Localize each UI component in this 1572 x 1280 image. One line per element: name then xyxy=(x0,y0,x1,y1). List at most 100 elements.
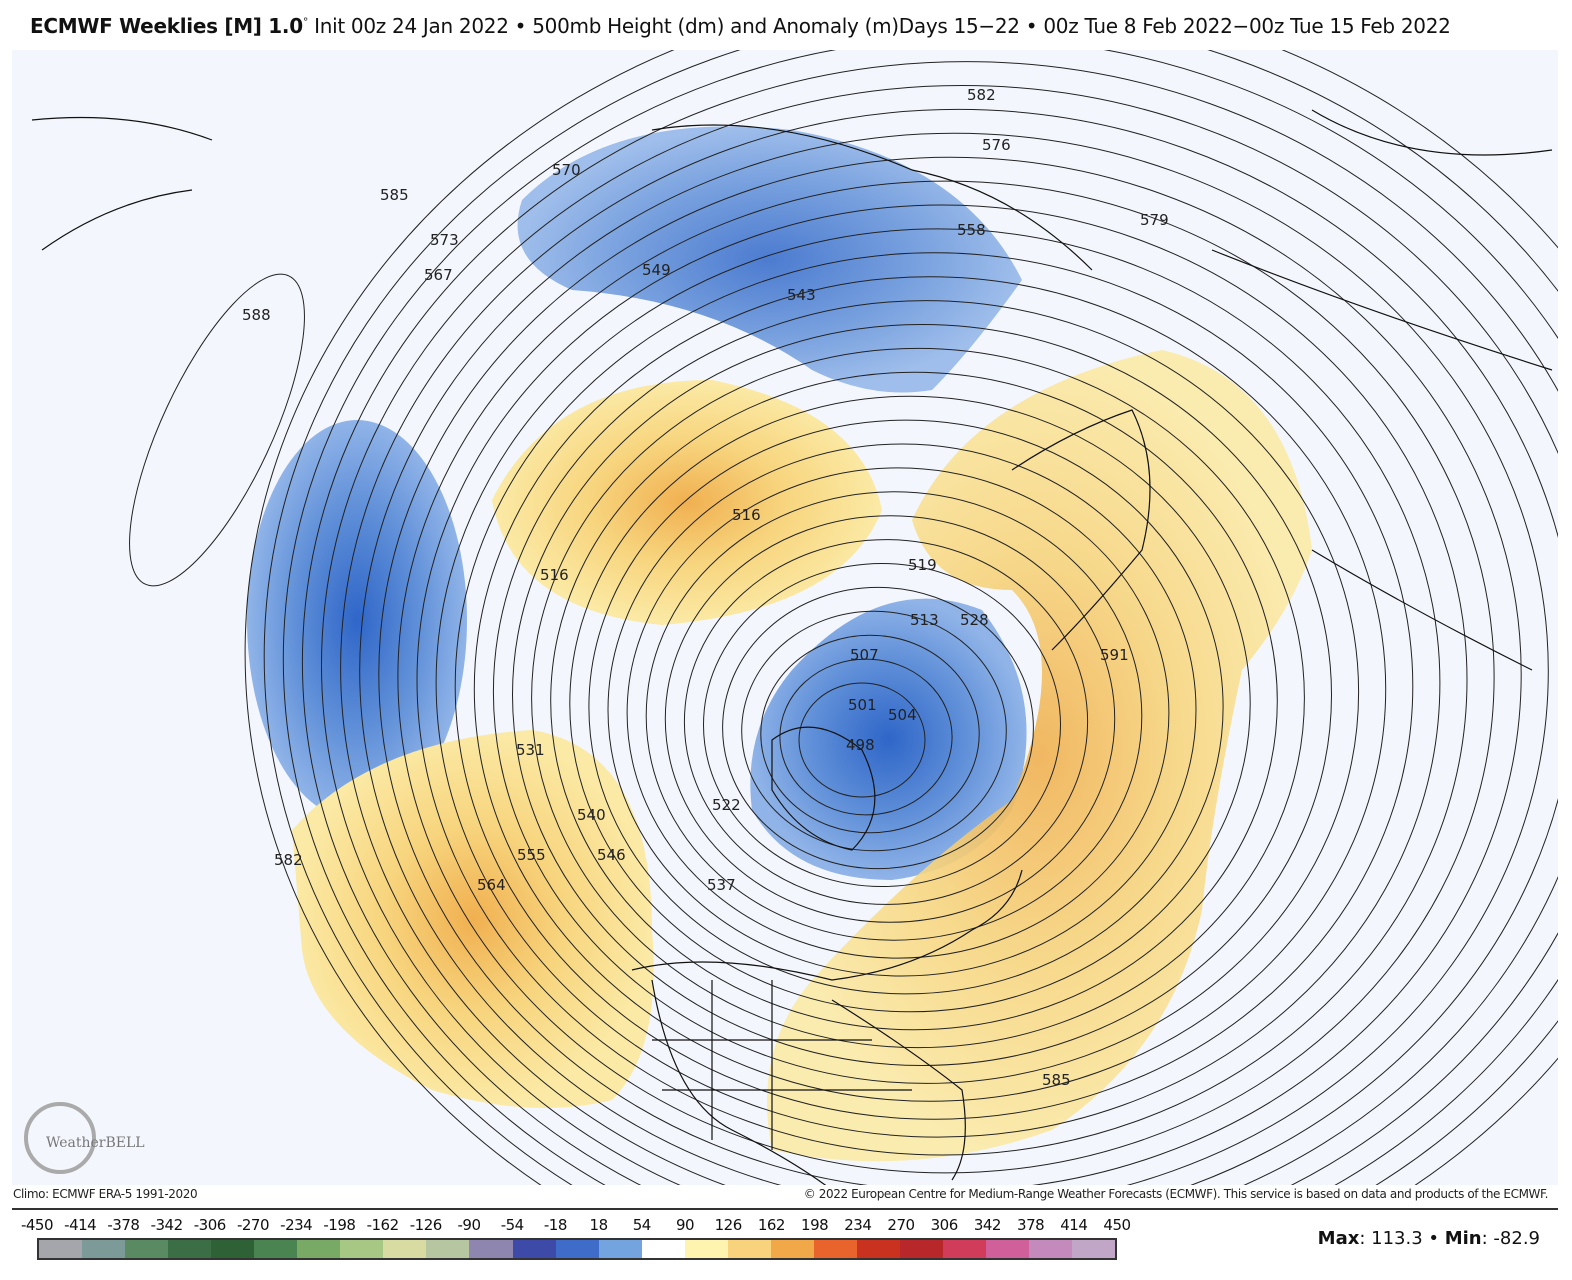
colorbar xyxy=(37,1238,1117,1260)
max-min-readout: Max: 113.3 • Min: -82.9 xyxy=(1317,1228,1540,1249)
colorbar-tick-label: -198 xyxy=(323,1216,356,1234)
chart-title: ECMWF Weeklies [M] 1.0° Init 00z 24 Jan … xyxy=(30,14,1451,38)
colorbar-tick-label: 342 xyxy=(973,1216,1002,1234)
colorbar-swatch xyxy=(641,1240,685,1258)
contour-label: 567 xyxy=(424,266,453,284)
contour-label: 537 xyxy=(707,876,736,894)
colorbar-tick-label: -54 xyxy=(500,1216,525,1234)
colorbar-swatch xyxy=(297,1240,341,1258)
contour-label: 540 xyxy=(577,806,606,824)
height-contour xyxy=(722,586,1034,870)
contour-label: 504 xyxy=(888,706,917,724)
colorbar-tick-label: 126 xyxy=(714,1216,743,1234)
contour-label: 513 xyxy=(910,611,939,629)
height-contours xyxy=(129,50,1558,1185)
colorbar-tick-label: -126 xyxy=(409,1216,443,1234)
colorbar-swatch xyxy=(770,1240,814,1258)
colorbar-swatch xyxy=(1029,1240,1073,1258)
contour-label: 507 xyxy=(850,646,879,664)
contour-label: 543 xyxy=(787,286,816,304)
contour-label: 573 xyxy=(430,231,459,249)
colorbar-tick-label: 234 xyxy=(844,1216,872,1234)
colorbar-tick-label: -18 xyxy=(543,1216,568,1234)
colorbar-swatch xyxy=(125,1240,169,1258)
model-name: ECMWF Weeklies [M] 1.0 xyxy=(30,14,303,38)
height-contour xyxy=(683,539,1089,905)
height-contour xyxy=(645,491,1143,941)
positive-anomaly-arctic xyxy=(492,380,882,625)
height-contour xyxy=(798,682,926,798)
height-contour xyxy=(741,610,1007,852)
contour-label: 516 xyxy=(732,506,761,524)
height-contour xyxy=(492,300,1360,1084)
min-value: -82.9 xyxy=(1493,1228,1540,1249)
contour-label: 591 xyxy=(1100,646,1129,664)
colorbar-tick-label: 306 xyxy=(930,1216,959,1234)
contour-label: 546 xyxy=(597,846,626,864)
max-label: Max xyxy=(1317,1228,1360,1249)
colorbar-swatch xyxy=(942,1240,987,1258)
colorbar-tick-label: -450 xyxy=(20,1216,54,1234)
height-contour xyxy=(473,276,1387,1102)
colorbar-swatch xyxy=(512,1240,556,1258)
height-contour xyxy=(626,467,1170,959)
contour-label: 570 xyxy=(552,161,581,179)
negative-anomaly-pacific xyxy=(247,420,467,820)
colorbar-tick-label: 378 xyxy=(1017,1216,1045,1234)
colorbar-swatch xyxy=(254,1240,298,1258)
colorbar-swatch xyxy=(598,1240,642,1258)
colorbar-swatch xyxy=(469,1240,513,1258)
colorbar-tick-label: 90 xyxy=(675,1216,695,1234)
height-contour xyxy=(244,50,1558,1185)
contour-label: 519 xyxy=(908,556,937,574)
copyright-note: © 2022 European Centre for Medium-Range … xyxy=(803,1187,1549,1201)
map-canvas: 570 549 543 558 582 576 579 585 573 567 … xyxy=(12,50,1558,1185)
colorbar-ticks: -450 -414 -378 -342 -306 -270 -234 -198 -162 -126… xyxy=(21,1216,1131,1236)
colorbar-tick-label: 414 xyxy=(1060,1216,1088,1234)
height-contour xyxy=(550,371,1278,1031)
contour-label: 531 xyxy=(516,741,545,759)
colorbar-tick-label: -342 xyxy=(150,1216,184,1234)
colorbar-swatch xyxy=(986,1240,1030,1258)
colorbar-tick-label: -90 xyxy=(457,1216,482,1234)
contour-labels: 570 549 543 558 582 576 579 585 573 567 … xyxy=(242,86,1169,1089)
height-contour xyxy=(340,109,1558,1185)
height-contour xyxy=(263,50,1558,1185)
contour-label: 588 xyxy=(242,306,271,324)
colorbar-swatch xyxy=(555,1240,599,1258)
colorbar-tick-label: 162 xyxy=(757,1216,786,1234)
contour-label: 576 xyxy=(982,136,1011,154)
coastlines xyxy=(31,109,1553,1185)
height-contour xyxy=(607,443,1197,977)
height-contour xyxy=(302,61,1558,1185)
colorbar-swatch xyxy=(813,1240,857,1258)
contour-label: 585 xyxy=(380,186,409,204)
colorbar-tick-label: -378 xyxy=(107,1216,140,1234)
degree-symbol: ° xyxy=(302,15,309,29)
height-contour xyxy=(283,50,1558,1185)
colorbar-swatch xyxy=(856,1240,900,1258)
colorbar-tick-label: -234 xyxy=(280,1216,313,1234)
height-contour xyxy=(454,252,1414,1120)
height-contour xyxy=(512,324,1332,1066)
divider xyxy=(12,1208,1558,1210)
colorbar-swatch xyxy=(1072,1240,1116,1258)
contour-label: 555 xyxy=(517,846,546,864)
contour-label: 528 xyxy=(960,611,989,629)
title-description: Init 00z 24 Jan 2022 • 500mb Height (dm)… xyxy=(314,14,1451,38)
negative-anomaly-siberia xyxy=(517,126,1022,393)
height-contour xyxy=(416,204,1468,1156)
contour-label: 564 xyxy=(477,876,506,894)
colorbar-tick-label: 270 xyxy=(887,1216,915,1234)
height-contour xyxy=(321,85,1558,1185)
colorbar-tick-label: -414 xyxy=(64,1216,97,1234)
colorbar-swatch xyxy=(426,1240,470,1258)
colorbar-swatch xyxy=(684,1240,728,1258)
weatherbell-logo: WeatherBELL xyxy=(24,1102,145,1174)
colorbar-tick-label: -306 xyxy=(193,1216,227,1234)
colorbar-swatch xyxy=(211,1240,255,1258)
min-label: Min xyxy=(1444,1228,1482,1249)
height-contour xyxy=(779,658,953,816)
colorbar-tick-label: 198 xyxy=(801,1216,829,1234)
contour-label: 498 xyxy=(846,736,875,754)
